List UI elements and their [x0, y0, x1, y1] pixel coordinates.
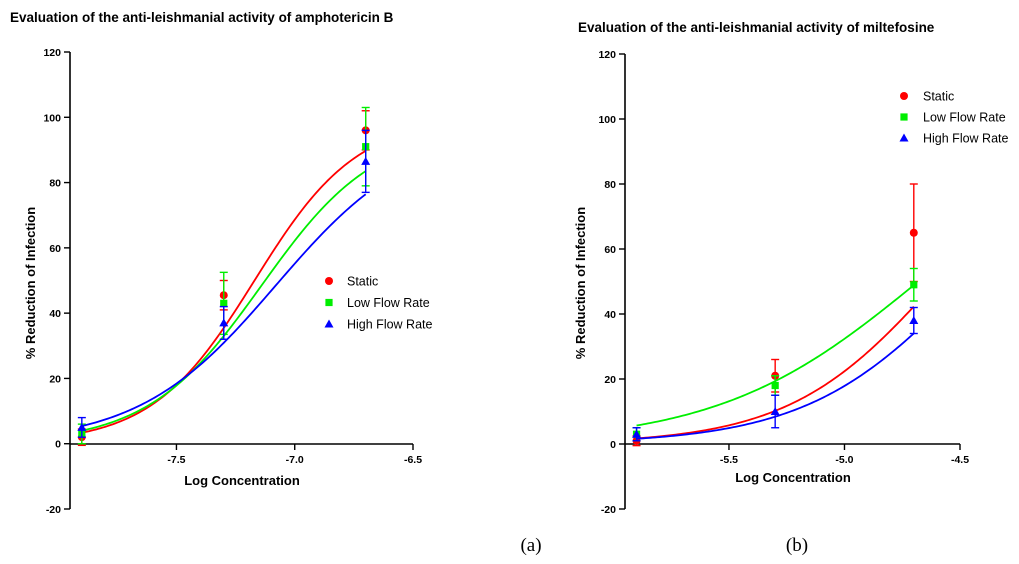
data-point — [909, 316, 919, 324]
chart-a: Evaluation of the anti-leishmanial activ… — [10, 10, 542, 556]
data-point — [361, 156, 371, 165]
y-tick-label: 20 — [49, 373, 61, 385]
y-tick-label: 60 — [604, 244, 616, 256]
y-tick-label: 60 — [49, 243, 61, 255]
legend-label-2: High Flow Rate — [923, 132, 1008, 146]
data-point — [910, 281, 918, 289]
y-tick-label: -20 — [46, 504, 61, 516]
data-point — [771, 381, 779, 390]
y-tick-label: 80 — [49, 178, 61, 190]
legend-label-0: Static — [347, 275, 378, 289]
legend-marker-2 — [899, 133, 909, 142]
y-tick-label: 100 — [598, 114, 616, 126]
x-tick-label: -6.5 — [404, 454, 422, 466]
x-axis-label: Log Concentration — [184, 473, 300, 488]
x-tick-label: -5.5 — [720, 454, 738, 466]
y-tick-label: 20 — [604, 374, 616, 386]
legend-label-1: Low Flow Rate — [923, 111, 1006, 125]
y-tick-label: 120 — [598, 49, 616, 61]
y-tick-label: 80 — [604, 179, 616, 191]
x-tick-label: -7.0 — [286, 454, 304, 466]
data-point — [770, 407, 780, 415]
data-point — [632, 429, 642, 438]
data-point — [909, 228, 918, 237]
y-tick-label: 0 — [610, 439, 616, 451]
legend-label-2: High Flow Rate — [347, 318, 432, 332]
chart-b: Evaluation of the anti-leishmanial activ… — [573, 20, 1008, 556]
chart-title: Evaluation of the anti-leishmanial activ… — [578, 20, 935, 35]
x-tick-label: -7.5 — [167, 454, 185, 466]
x-tick-label: -4.5 — [951, 454, 969, 466]
legend-label-0: Static — [923, 90, 954, 104]
y-tick-label: 0 — [55, 439, 61, 451]
data-point — [77, 422, 87, 431]
y-tick-label: -20 — [601, 504, 616, 516]
y-axis-label: % Reduction of Infection — [23, 207, 38, 359]
y-tick-label: 120 — [43, 47, 61, 59]
legend-marker-0 — [325, 277, 333, 285]
legend-marker-0 — [900, 92, 908, 100]
fit-curve-2 — [81, 193, 367, 427]
y-tick-label: 40 — [604, 309, 616, 321]
data-point — [220, 299, 228, 307]
y-tick-label: 100 — [43, 112, 61, 124]
legend-marker-1 — [900, 113, 908, 121]
legend-marker-2 — [324, 319, 334, 328]
chart-title: Evaluation of the anti-leishmanial activ… — [10, 10, 394, 25]
y-axis-label: % Reduction of Infection — [573, 207, 588, 359]
panel-label: (a) — [520, 535, 541, 556]
x-axis-label: Log Concentration — [735, 470, 851, 485]
x-tick-label: -5.0 — [835, 454, 853, 466]
legend-marker-1 — [325, 298, 333, 307]
data-point — [219, 318, 229, 327]
legend-label-1: Low Flow Rate — [347, 296, 430, 310]
panel-label: (b) — [786, 535, 808, 556]
y-tick-label: 40 — [49, 308, 61, 320]
